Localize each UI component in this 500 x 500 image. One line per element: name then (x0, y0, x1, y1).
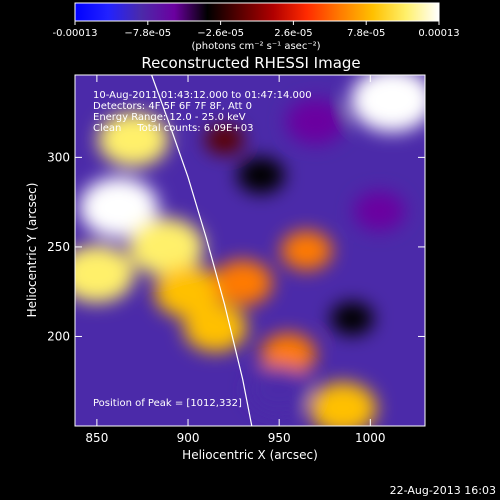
colorbar-tick-label: −7.8e-05 (124, 28, 171, 39)
heatmap-blob (280, 230, 333, 271)
heatmap-blob (75, 244, 135, 303)
annotation-counts: Clean Total counts: 6.09E+03 (93, 123, 253, 134)
heatmap-blob (183, 303, 247, 352)
x-tick-label: 950 (268, 431, 291, 445)
plot-area: 850 900 950 1000 200 250 300 10-Aug-2011 01:43… (47, 74, 426, 445)
y-tick-label: 250 (47, 240, 70, 254)
annotation-detectors: Detectors: 4F 5F 6F 7F 8F, Att 0 (93, 101, 252, 112)
colorbar-tick-label: 0.00013 (418, 28, 459, 39)
heatmap-blob (97, 112, 169, 167)
annotation-energy-range: Energy Range: 12.0 - 25.0 keV (93, 112, 246, 123)
heatmap-blob (286, 98, 346, 145)
colorbar-units-label: (photons cm⁻² s⁻¹ asec⁻²) (191, 41, 320, 52)
heatmap-blob (79, 177, 159, 238)
footer-date: 22-Aug-2013 16:03 (390, 484, 496, 497)
heatmap-blob (260, 333, 316, 376)
chart-title: Reconstructed RHESSI Image (141, 54, 360, 72)
heatmap-blob (213, 259, 273, 306)
heatmap (75, 75, 425, 426)
heatmap-blob (204, 124, 245, 155)
plot-frame (74, 74, 426, 427)
y-tick-label: 300 (47, 150, 70, 164)
colorbar-ticks: -0.00013 −7.8e-05 −2.6e-05 2.6e-05 7.8e-05 0.… (53, 21, 460, 39)
colorbar-tick-label: −2.6e-05 (197, 28, 244, 39)
colorbar-tick-label: 7.8e-05 (347, 28, 385, 39)
heatmap-blob (247, 365, 311, 415)
x-axis-label: Heliocentric X (arcsec) (182, 448, 318, 462)
heatmap-blob (309, 382, 377, 426)
axis-ticks: 850 900 950 1000 200 250 300 (47, 75, 425, 445)
colorbar-tick-label: 2.6e-05 (274, 28, 312, 39)
peak-position-label: Position of Peak = [1012,332] (93, 398, 242, 409)
x-tick-label: 850 (85, 431, 108, 445)
annotation-time-range: 10-Aug-2011 01:43:12.000 to 01:47:14.000 (93, 90, 312, 101)
x-tick-label: 1000 (355, 431, 386, 445)
colorbar: -0.00013 −7.8e-05 −2.6e-05 2.6e-05 7.8e-05 0.… (53, 2, 460, 52)
x-tick-label: 900 (177, 431, 200, 445)
heatmap-blob (353, 191, 406, 231)
limb-curve (151, 75, 253, 426)
colorbar-strip (74, 2, 440, 22)
y-axis-label: Heliocentric Y (arcsec) (25, 183, 39, 318)
heatmap-blob (350, 75, 425, 133)
heatmap-blob (237, 157, 285, 194)
y-tick-label: 200 (47, 329, 70, 343)
heatmap-blob (128, 217, 204, 276)
colorbar-tick-label: -0.00013 (53, 28, 98, 39)
heatmap-blob (330, 301, 374, 336)
heatmap-features (75, 75, 425, 426)
